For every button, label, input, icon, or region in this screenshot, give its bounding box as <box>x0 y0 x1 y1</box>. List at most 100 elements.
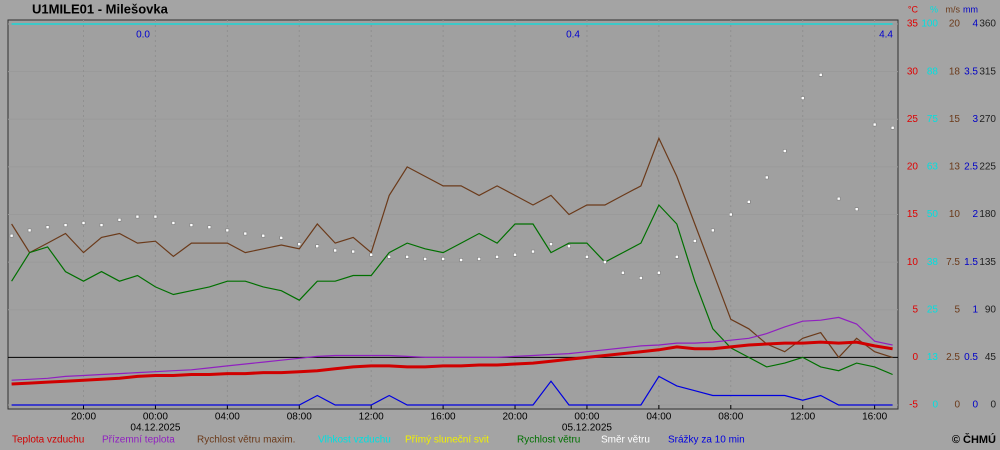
direction-dot <box>45 225 50 229</box>
y-tick-label: 3.5 <box>964 66 978 77</box>
direction-dot <box>657 270 661 275</box>
y-tick-label: 225 <box>979 162 996 173</box>
direction-dot <box>711 228 715 233</box>
direction-dot <box>63 223 68 227</box>
direction-dot <box>854 207 859 211</box>
chart-title: U1MILE01 - Milešovka <box>32 1 169 16</box>
direction-dot <box>693 239 697 243</box>
y-tick-label: 360 <box>979 19 996 30</box>
direction-dot <box>171 221 176 225</box>
y-tick-label: 13 <box>927 352 939 363</box>
direction-dot <box>567 244 571 248</box>
legend-entry: Přímý sluneční svit <box>405 435 489 446</box>
x-tick-label: 04:00 <box>646 412 671 423</box>
x-tick-label: 12:00 <box>790 412 815 423</box>
axis-unit: m/s <box>946 4 961 14</box>
y-tick-label: 75 <box>927 114 939 125</box>
legend-entry: Srážky za 10 min <box>668 435 745 446</box>
direction-dot <box>621 270 625 275</box>
axis-unit: mm <box>963 4 978 14</box>
y-tick-label: 5 <box>954 304 960 315</box>
direction-dot <box>405 255 409 259</box>
legend-entry: Teplota vzduchu <box>12 435 84 446</box>
y-tick-label: 0.5 <box>964 352 978 363</box>
direction-dot <box>351 249 355 254</box>
direction-dot <box>261 233 266 238</box>
direction-dot <box>315 244 320 248</box>
direction-dot <box>279 236 284 240</box>
direction-dot <box>890 125 895 130</box>
direction-dot <box>729 212 733 217</box>
axis-unit: % <box>930 4 938 14</box>
y-tick-label: 30 <box>907 66 919 77</box>
y-tick-label: 25 <box>927 304 939 315</box>
direction-dot <box>387 255 391 259</box>
y-tick-label: 0 <box>972 400 978 411</box>
direction-dot <box>225 228 230 233</box>
y-tick-label: 0 <box>954 400 960 411</box>
y-tick-label: 90 <box>985 304 997 315</box>
x-tick-label: 20:00 <box>503 412 528 423</box>
y-tick-label: 45 <box>985 352 997 363</box>
legend-entry: Přízemní teplota <box>102 435 175 446</box>
direction-dot <box>818 73 823 77</box>
series-line <box>11 340 893 386</box>
y-tick-label: 13 <box>949 162 961 173</box>
x-tick-label: 08:00 <box>287 412 312 423</box>
y-tick-label: 3 <box>972 114 978 125</box>
direction-dot <box>369 252 373 257</box>
y-tick-label: 18 <box>949 66 961 77</box>
direction-dot <box>27 228 32 233</box>
y-tick-label: 2.5 <box>946 352 960 363</box>
y-tick-label: 2 <box>972 209 978 220</box>
direction-dot <box>441 257 445 261</box>
y-tick-label: 10 <box>907 257 919 268</box>
direction-dot <box>117 218 122 222</box>
direction-dot <box>243 231 248 236</box>
direction-dot <box>782 149 787 153</box>
x-date-label: 05.12.2025 <box>562 423 612 434</box>
y-tick-label: 0 <box>932 400 938 411</box>
y-tick-label: 1 <box>972 304 978 315</box>
direction-dot <box>747 200 751 204</box>
y-tick-label: 20 <box>907 162 919 173</box>
direction-dot <box>764 175 769 180</box>
x-tick-label: 04:00 <box>215 412 240 423</box>
legend-entry: Rychlost větru <box>517 435 580 446</box>
y-tick-label: 15 <box>907 209 919 220</box>
direction-dot <box>800 96 805 100</box>
direction-dot <box>81 221 86 225</box>
y-tick-label: 270 <box>979 114 996 125</box>
direction-dot <box>189 223 194 227</box>
y-tick-label: 15 <box>949 114 961 125</box>
top-label: 0.4 <box>566 30 580 41</box>
direction-dot <box>477 257 481 261</box>
direction-dot <box>423 257 427 261</box>
legend-entry: Rychlost větru maxim. <box>197 435 295 446</box>
legend-entry: Směr větru <box>601 435 650 446</box>
legend-entry: Vlhkost vzduchu <box>318 435 391 446</box>
x-tick-label: 00:00 <box>143 412 168 423</box>
direction-dot <box>836 196 841 201</box>
axis-unit: °C <box>908 4 919 14</box>
direction-dot <box>872 122 877 127</box>
y-tick-label: 20 <box>949 19 961 30</box>
x-tick-label: 08:00 <box>718 412 743 423</box>
top-label: 4.4 <box>879 30 893 41</box>
y-tick-label: 2.5 <box>964 162 978 173</box>
direction-dot <box>333 248 337 253</box>
y-tick-label: 180 <box>979 209 996 220</box>
y-tick-label: 0 <box>912 352 918 363</box>
direction-dot <box>459 258 463 262</box>
top-label: 0.0 <box>136 30 150 41</box>
y-tick-label: 63 <box>927 162 939 173</box>
y-tick-label: 0 <box>990 400 996 411</box>
direction-dot <box>585 255 589 259</box>
y-tick-label: 7.5 <box>946 257 960 268</box>
direction-dot <box>513 252 517 257</box>
x-tick-label: 12:00 <box>359 412 384 423</box>
direction-dot <box>531 249 535 254</box>
y-tick-label: 88 <box>927 66 939 77</box>
x-tick-label: 00:00 <box>574 412 599 423</box>
